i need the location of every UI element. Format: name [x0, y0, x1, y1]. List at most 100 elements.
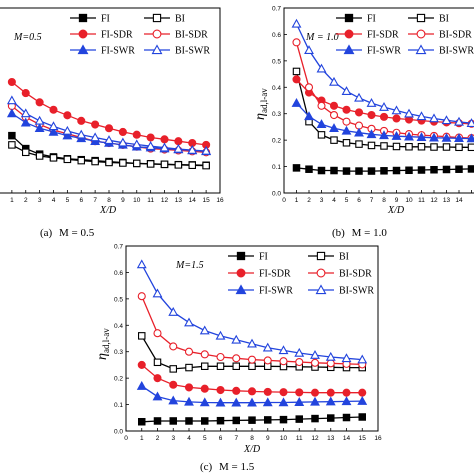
- x-tick-label: 7: [370, 197, 374, 204]
- data-point-bi-swr: [247, 338, 257, 348]
- legend-marker-fi: [236, 251, 246, 261]
- x-tick-label: 7: [234, 435, 238, 442]
- x-tick-label: 10: [405, 197, 413, 204]
- legend-label-fi-sdr: FI-SDR: [259, 269, 291, 280]
- panel-c-y-label-eta: η: [95, 353, 110, 360]
- legend-marker-fi-swr: [343, 44, 355, 55]
- data-point-fi-swr: [379, 130, 389, 140]
- data-point-fi-swr: [62, 130, 73, 140]
- data-point-fi-sdr: [342, 388, 351, 397]
- data-point-fi-sdr: [77, 116, 86, 125]
- x-tick-label: 11: [296, 435, 303, 442]
- data-point-fi: [405, 166, 413, 175]
- panel-c-inner-label: M=1.5: [175, 260, 204, 271]
- data-point-fi: [232, 416, 241, 425]
- legend-label-bi-swr: BI-SWR: [339, 286, 374, 297]
- legend-marker-bi: [316, 251, 326, 261]
- data-point-bi: [138, 332, 146, 340]
- data-point-fi-swr: [294, 397, 305, 406]
- legend-marker-bi-sdr: [152, 29, 162, 39]
- data-point-bi-swr: [294, 347, 305, 357]
- x-tick-label: 12: [161, 197, 169, 204]
- data-point-fi-swr: [366, 129, 377, 139]
- data-point-fi-sdr: [342, 105, 351, 114]
- x-tick-label: 9: [121, 197, 125, 204]
- x-tick-label: 13: [175, 197, 183, 204]
- data-point-fi: [201, 417, 209, 425]
- x-tick-label: 4: [332, 197, 336, 204]
- y-tick-label: 0.6: [272, 32, 281, 39]
- data-point-bi: [317, 131, 326, 139]
- data-point-fi: [248, 416, 256, 424]
- data-point-bi-swr: [168, 306, 179, 316]
- panel-c-x-axis-label: X/D: [243, 444, 261, 455]
- panel-c-caption: (c) M = 1.5: [200, 461, 255, 473]
- data-point-bi-swr: [90, 132, 101, 142]
- data-point-fi: [380, 167, 388, 175]
- legend-label-fi-swr: FI-SWR: [367, 46, 401, 57]
- data-point-bi-swr: [379, 101, 389, 111]
- y-tick-label: 0.4: [114, 323, 123, 330]
- data-point-fi-swr: [215, 397, 226, 407]
- panel-a: 1 2 3 4 5 6 7 8 9 10 11 12 13 14 15 16 M=0.5 FI BIFI-SDR…: [0, 7, 224, 239]
- data-point-fi: [295, 415, 303, 423]
- legend-label-bi-sdr: BI-SDR: [339, 269, 372, 280]
- data-point-bi-swr: [62, 125, 73, 135]
- legend-label-bi: BI: [339, 252, 349, 263]
- data-point-fi-swr: [341, 125, 352, 135]
- data-point-fi-swr: [184, 396, 194, 406]
- data-point-fi: [342, 167, 351, 175]
- data-point-fi-swr: [310, 396, 320, 406]
- data-point-fi-sdr: [7, 77, 16, 87]
- x-tick-label: 4: [52, 197, 56, 204]
- x-tick-label: 5: [203, 435, 207, 442]
- data-point-bi-sdr: [295, 357, 304, 367]
- data-point-fi-sdr: [279, 388, 288, 397]
- x-tick-label: 2: [307, 197, 311, 204]
- y-tick-label: 0.2: [114, 376, 123, 383]
- data-point-fi: [138, 417, 146, 426]
- x-tick-label: 0: [282, 197, 286, 204]
- data-point-fi-swr: [354, 127, 364, 137]
- data-point-bi-swr: [104, 135, 114, 145]
- y-tick-label: 0.0: [114, 429, 123, 436]
- panel-b-ticks: 0 1 2 3 4 5 6 7 8 9 10 11 12 13 140.00.10.20.30.40.50.…: [272, 6, 472, 204]
- x-tick-label: 1: [295, 197, 299, 204]
- data-point-bi: [133, 159, 141, 168]
- data-point-bi-swr: [173, 143, 184, 153]
- data-point-bi-swr: [325, 351, 336, 361]
- x-tick-label: 11: [147, 197, 154, 204]
- y-tick-label: 0.0: [272, 191, 281, 198]
- data-point-fi-sdr: [367, 110, 376, 120]
- data-point-bi: [153, 358, 162, 367]
- data-point-bi-sdr: [326, 359, 335, 368]
- data-point-fi-sdr: [169, 380, 178, 389]
- x-tick-label: 10: [133, 197, 141, 204]
- data-point-fi-swr: [329, 123, 339, 132]
- x-tick-label: 14: [343, 435, 351, 442]
- data-point-fi-sdr: [118, 127, 127, 136]
- data-point-bi: [146, 160, 155, 168]
- x-tick-label: 0: [124, 435, 128, 442]
- panel-c-y-axis-label: ηad,l-av: [95, 328, 111, 360]
- series-group: [291, 18, 474, 175]
- legend-marker-fi-sdr: [236, 268, 246, 278]
- data-point-bi: [417, 143, 426, 151]
- series-group: [6, 77, 212, 170]
- legend-label-fi-sdr: FI-SDR: [367, 30, 399, 41]
- data-point-fi-swr: [441, 132, 452, 142]
- y-tick-label: 0.3: [114, 349, 123, 356]
- data-point-bi-swr: [145, 141, 156, 150]
- x-tick-label: 3: [320, 197, 324, 204]
- data-point-bi-sdr: [200, 350, 209, 359]
- series-line-bi-sdr: [141, 295, 363, 366]
- data-point-fi-swr: [20, 117, 31, 127]
- data-point-fi-sdr: [137, 360, 146, 369]
- y-tick-label: 0.3: [272, 111, 281, 118]
- data-point-fi-swr: [136, 380, 147, 390]
- data-point-fi-swr: [325, 396, 336, 406]
- data-point-bi-swr: [159, 142, 170, 152]
- data-point-fi-sdr: [184, 383, 194, 392]
- data-point-bi: [216, 362, 225, 370]
- data-point-bi-sdr: [279, 357, 288, 366]
